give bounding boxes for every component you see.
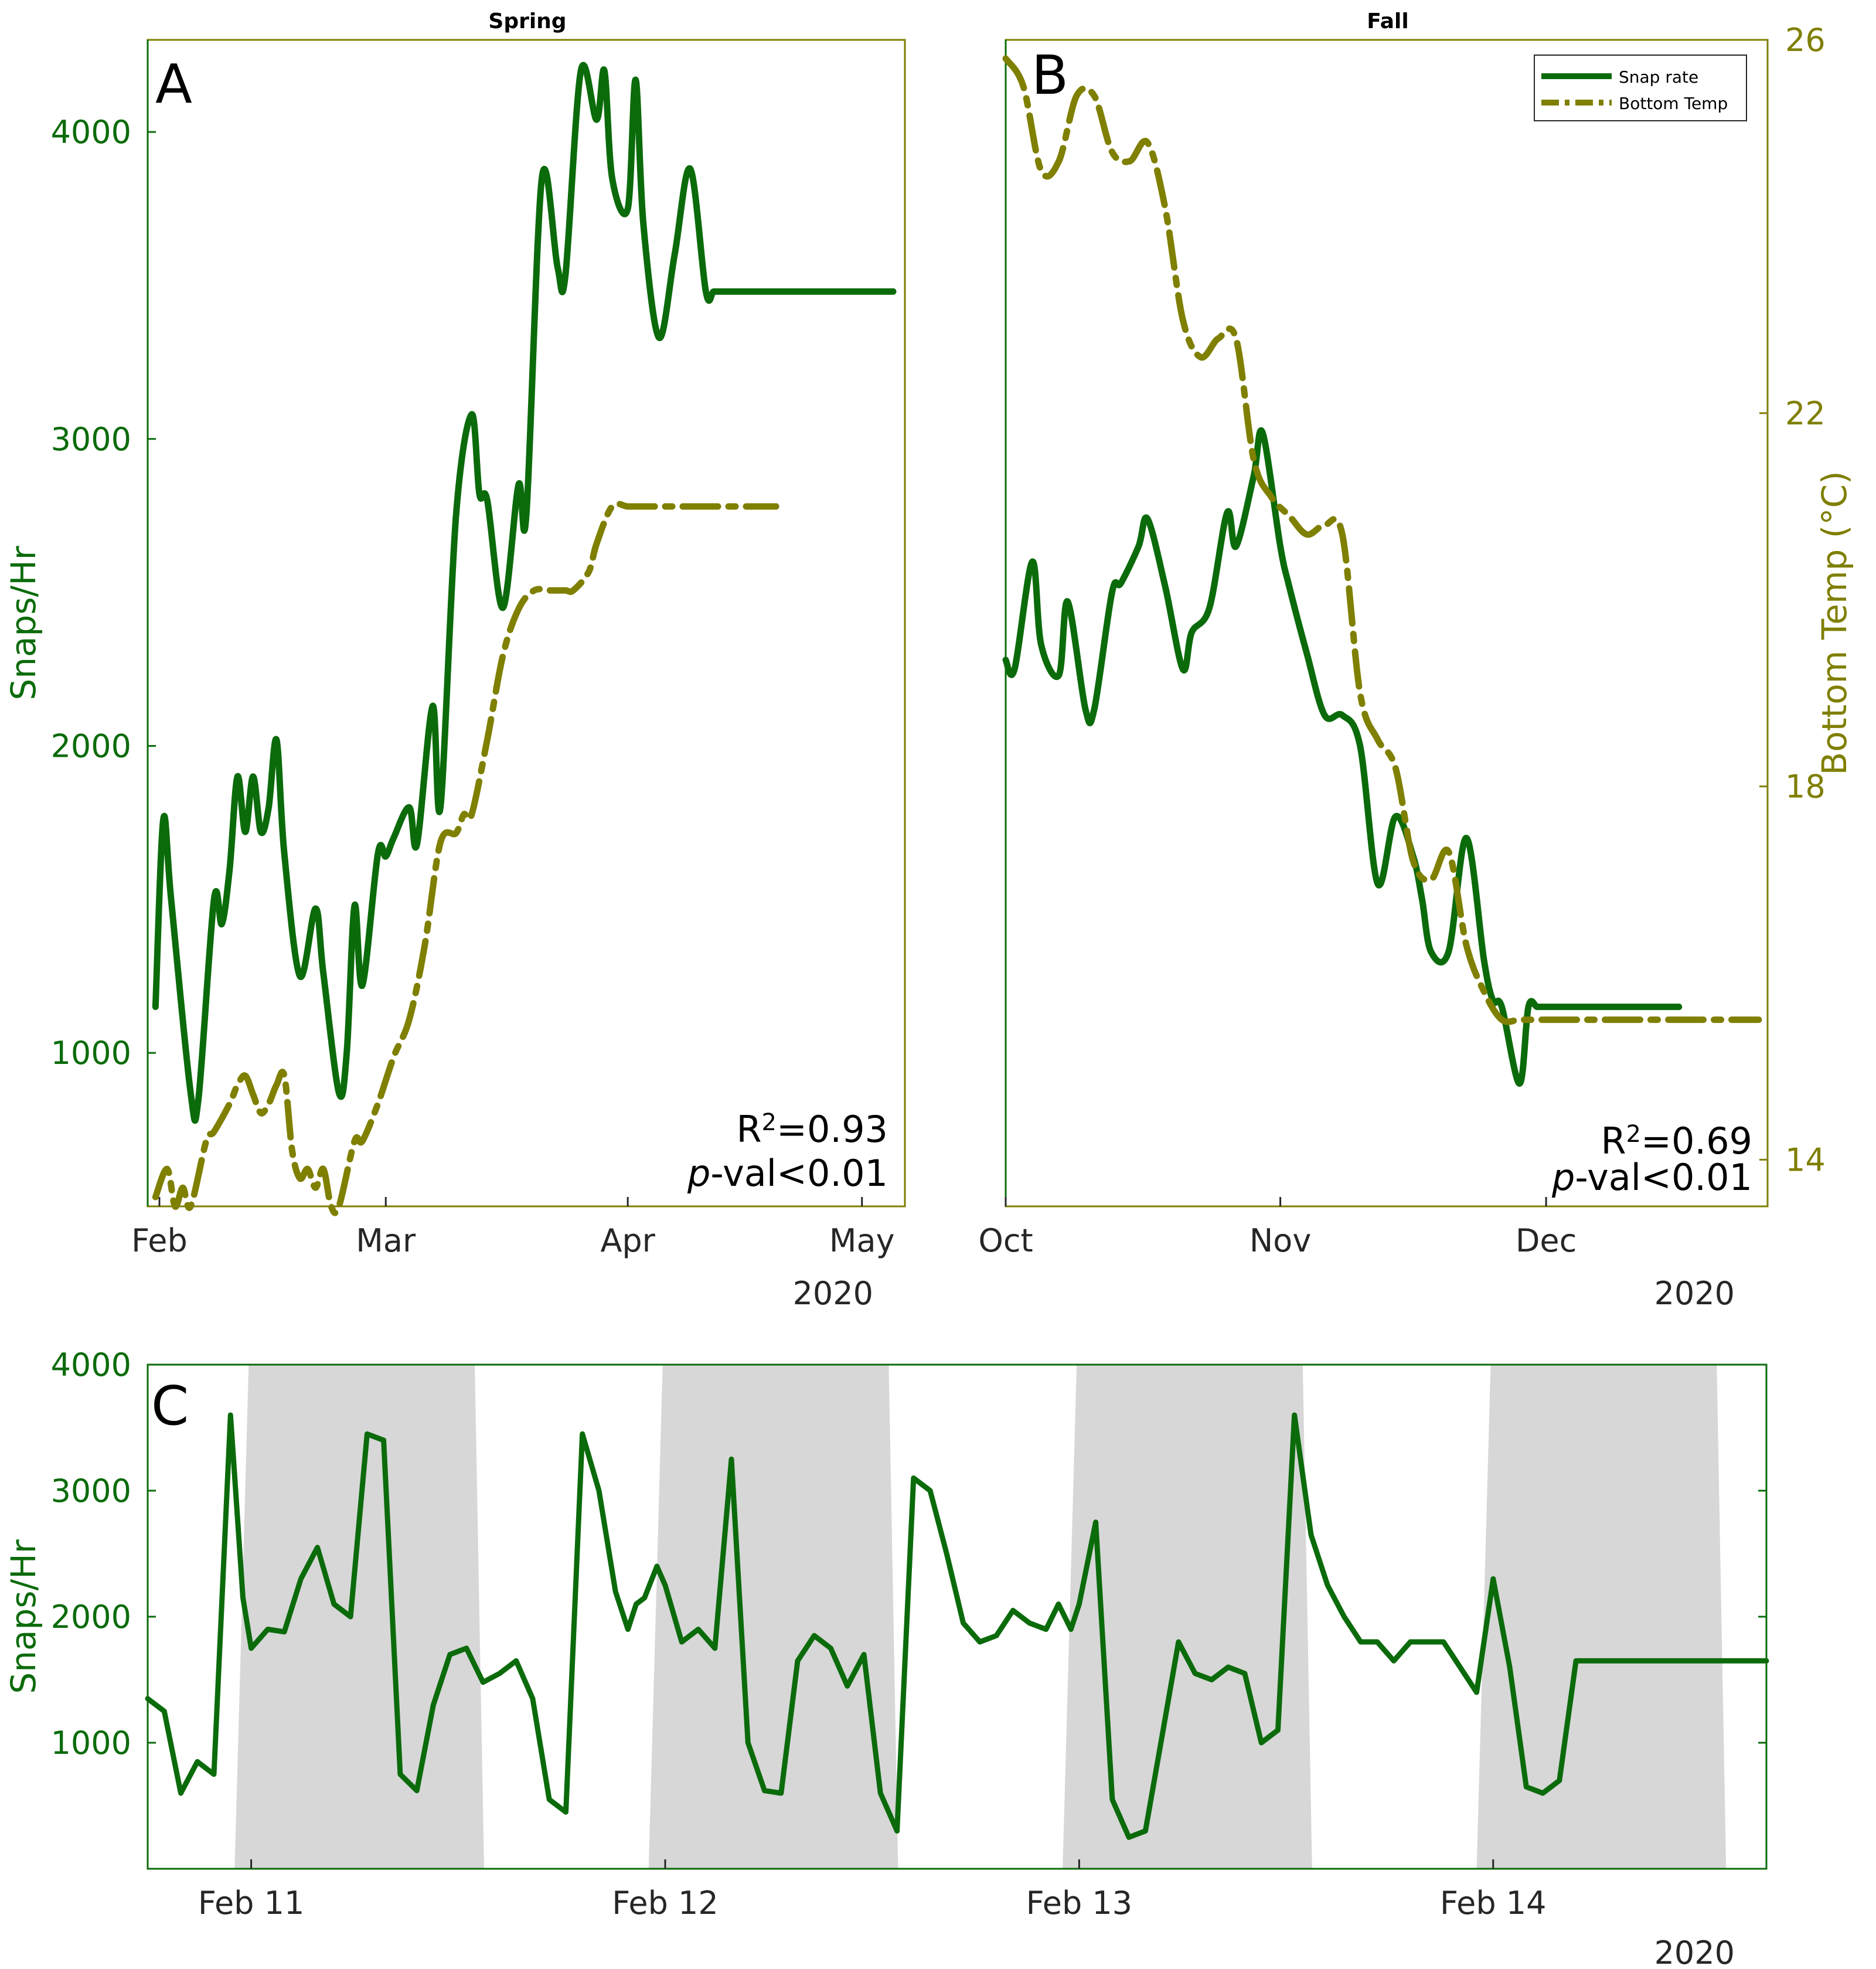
panel-b-title: Fall	[1367, 9, 1408, 33]
panel-c-xtick-label: Feb 14	[1440, 1885, 1547, 1922]
panel-b-r2: R2=0.69	[1601, 1120, 1752, 1162]
panel-b-axes-box	[1005, 39, 1769, 1208]
panel-b-series-bottom-temp	[1002, 55, 1762, 1025]
panel-a-xtick-label: Mar	[356, 1222, 416, 1259]
panel-a-series-bottom-temp	[152, 500, 779, 1216]
panel-a-axes-box	[147, 39, 906, 1208]
panel-a-title: Spring	[488, 9, 566, 33]
panel-c-series-snap-rate	[145, 1412, 1769, 1840]
panel-a-ytick-label: 3000	[51, 421, 131, 458]
panel-c-year: 2020	[1654, 1934, 1735, 1969]
legend-snap-label: Snap rate	[1619, 67, 1698, 87]
night-shading	[234, 1365, 485, 1869]
panel-b-ytick-label: 18	[1785, 768, 1826, 805]
panel-b-letter: B	[1031, 44, 1068, 107]
panel-c: 1000 2000 3000 4000 Feb 11 Feb 12 Feb 13 Feb 1…	[4, 1346, 1769, 1969]
panel-a-series-snap-rate	[152, 62, 897, 1124]
panel-b: Fall 14 18 22 26 Oct Nov Dec B Bottom Temp (°…	[978, 9, 1854, 1312]
night-shading	[1476, 1365, 1727, 1869]
panel-a-ytick-label: 1000	[51, 1035, 131, 1072]
panel-a-pval: p-val<0.01	[687, 1152, 888, 1195]
panel-c-ytick-label: 2000	[51, 1599, 131, 1635]
night-shading	[1063, 1365, 1312, 1869]
legend-box	[1534, 55, 1747, 121]
panel-a-ytick-label: 2000	[51, 727, 131, 764]
panel-a-year: 2020	[793, 1275, 873, 1312]
panel-b-xtick-label: Oct	[978, 1222, 1033, 1259]
panel-a-r2: R2=0.93	[736, 1108, 888, 1151]
panel-b-ylabel-right: Bottom Temp (°C)	[1814, 471, 1854, 776]
legend-temp-label: Bottom Temp	[1619, 94, 1728, 113]
panel-b-pval: p-val<0.01	[1551, 1156, 1752, 1199]
panel-a-letter: A	[155, 53, 192, 115]
night-shading	[648, 1365, 898, 1869]
panel-b-series-snap-rate	[1002, 427, 1683, 1087]
panel-c-letter: C	[151, 1375, 189, 1437]
panel-a-ytick-label: 4000	[51, 114, 131, 151]
panel-c-ytick-label: 1000	[51, 1725, 131, 1761]
panel-c-ytick-label: 3000	[51, 1473, 131, 1509]
panel-b-legend: Snap rate Bottom Temp	[1534, 55, 1747, 121]
panel-c-xtick-label: Feb 11	[198, 1885, 305, 1922]
panel-b-year: 2020	[1654, 1275, 1735, 1312]
panel-b-xtick-label: Dec	[1516, 1222, 1577, 1259]
panel-c-ylabel: Snaps/Hr	[4, 1539, 43, 1693]
panel-a: Spring 1000 2000 3000 4000 Feb Mar Apr May A S…	[4, 9, 906, 1312]
panel-a-ylabel: Snaps/Hr	[4, 546, 43, 700]
panel-a-xtick-label: May	[829, 1222, 895, 1259]
panel-a-xtick-label: Apr	[600, 1222, 655, 1259]
panel-c-xtick-label: Feb 12	[612, 1885, 719, 1922]
panel-c-xtick-label: Feb 13	[1026, 1885, 1133, 1922]
panel-b-ytick-label: 14	[1785, 1141, 1826, 1178]
panel-b-xtick-label: Nov	[1249, 1222, 1311, 1259]
panel-c-ytick-label: 4000	[51, 1346, 131, 1383]
panel-b-ytick-label: 26	[1785, 22, 1826, 59]
panel-a-xtick-label: Feb	[131, 1222, 188, 1259]
panel-b-ytick-label: 22	[1785, 395, 1826, 432]
